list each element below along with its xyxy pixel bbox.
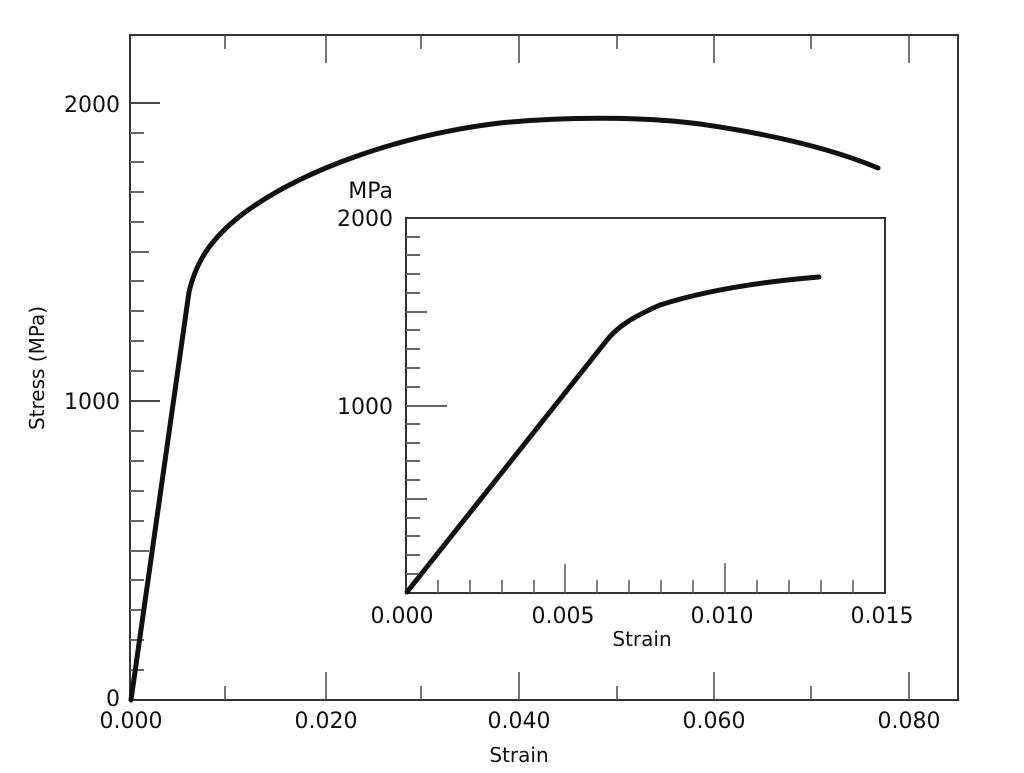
main-y-axis-title: Stress (MPa) bbox=[25, 306, 49, 430]
main-x-axis-title: Strain bbox=[489, 743, 548, 767]
main-x-ticks-bottom bbox=[224, 672, 910, 700]
main-x-tick-label: 0.080 bbox=[878, 709, 941, 734]
inset-x-axis-title: Strain bbox=[612, 627, 671, 651]
inset-y-tick-label: 1000 bbox=[337, 395, 393, 420]
main-y-tick-label: 0 bbox=[106, 687, 120, 712]
main-y-ticks bbox=[130, 102, 160, 671]
inset-x-ticks bbox=[437, 563, 854, 593]
main-y-tick-label: 2000 bbox=[64, 93, 120, 118]
main-plot-frame bbox=[129, 34, 959, 701]
inset-plot-frame bbox=[405, 217, 886, 594]
main-x-ticks-top bbox=[224, 35, 910, 63]
inset-x-tick-label: 0.015 bbox=[851, 604, 914, 629]
inset-stress-strain-curve bbox=[404, 274, 822, 595]
inset-chart: MPa 2000 1000 0.000 0.005 0.010 0.015 St… bbox=[337, 179, 913, 651]
inset-y-ticks bbox=[406, 236, 447, 575]
main-y-tick-label: 1000 bbox=[64, 390, 120, 415]
main-stress-strain-curve bbox=[128, 115, 881, 703]
inset-x-tick-label: 0.010 bbox=[691, 604, 754, 629]
inset-y-unit-label: MPa bbox=[348, 179, 393, 204]
main-x-tick-label: 0.040 bbox=[488, 709, 551, 734]
inset-y-tick-label: 2000 bbox=[337, 207, 393, 232]
inset-x-tick-label: 0.000 bbox=[371, 604, 434, 629]
inset-x-tick-label: 0.005 bbox=[532, 604, 595, 629]
main-x-tick-label: 0.060 bbox=[683, 709, 746, 734]
main-x-tick-label: 0.020 bbox=[295, 709, 358, 734]
main-x-tick-label: 0.000 bbox=[100, 709, 163, 734]
